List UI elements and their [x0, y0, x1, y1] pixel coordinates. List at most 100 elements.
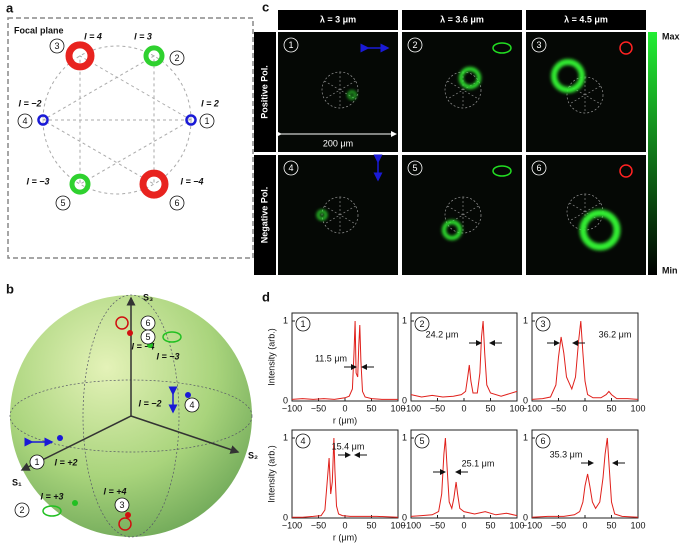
x-tick-label: 0	[342, 520, 347, 530]
x-tick-label: −100	[522, 403, 542, 413]
charge-label: l = +2	[54, 457, 77, 467]
beam-ring	[185, 114, 197, 126]
x-tick-label: −100	[522, 520, 542, 530]
index-circle	[169, 50, 185, 66]
y-tick-label: 0	[523, 512, 528, 522]
x-tick-label: −100	[282, 403, 302, 413]
state-point	[72, 500, 78, 506]
x-tick-label: −100	[282, 520, 302, 530]
index-label: 1	[34, 457, 39, 467]
pol-icon	[619, 164, 633, 178]
index-circle	[283, 37, 299, 53]
beam-intensity	[459, 67, 481, 89]
guide-line	[569, 202, 601, 222]
beam-ring	[69, 173, 91, 195]
y-axis-label: Intensity (arb.)	[266, 328, 276, 386]
beam-ring	[65, 41, 95, 71]
x-tick-label: 100	[509, 520, 524, 530]
index-label: 2	[19, 505, 24, 515]
x-tick-label: 50	[485, 403, 495, 413]
index-label: 4	[22, 116, 27, 126]
index-circle	[140, 329, 156, 345]
pol-icon	[492, 165, 512, 177]
guide-line	[324, 205, 356, 225]
charge-label: l = −3	[156, 351, 179, 361]
index-label: 1	[204, 116, 209, 126]
charge-label: l = −2	[18, 98, 41, 108]
meridian	[82, 294, 180, 538]
x-tick-label: 50	[606, 403, 616, 413]
x-tick-label: 50	[606, 520, 616, 530]
index-circle	[531, 160, 547, 176]
intensity-curve	[410, 437, 518, 517]
charge-label: l = 4	[84, 31, 102, 41]
y-axis-label: Intensity (arb.)	[266, 445, 276, 503]
x-tick-label: 100	[390, 403, 405, 413]
charge-label: l = 2	[201, 98, 219, 108]
y-tick-label: 0	[402, 512, 407, 522]
width-annotation: 15.4 μm	[332, 441, 365, 451]
width-annotation: 25.1 μm	[462, 458, 495, 468]
x-tick-label: 50	[366, 520, 376, 530]
intensity-curve	[531, 320, 639, 400]
x-axis-label: r (μm)	[333, 532, 357, 542]
index-label: 4	[189, 400, 194, 410]
charge-label: l = −4	[180, 176, 203, 186]
x-tick-label: −50	[551, 403, 566, 413]
pol-icon	[115, 316, 129, 330]
index-label: 3	[536, 40, 541, 50]
index-circle	[531, 37, 547, 53]
panel-label: b	[6, 281, 14, 296]
state-point	[125, 512, 131, 518]
row-label: Negative Pol.	[259, 187, 269, 244]
index-circle	[199, 113, 215, 129]
row-header	[254, 32, 276, 152]
index-label: 6	[174, 198, 179, 208]
guide-line	[447, 205, 479, 225]
x-tick-label: 0	[582, 520, 587, 530]
x-tick-label: −50	[430, 403, 445, 413]
charge-label: l = −2	[138, 398, 161, 408]
charge-label: l = +4	[103, 486, 126, 496]
width-annotation: 24.2 μm	[426, 329, 459, 339]
beam-intensity	[551, 59, 585, 93]
beam-intensity	[316, 209, 328, 221]
charge-label: l = −4	[131, 341, 154, 351]
guide-line	[447, 80, 479, 100]
guide-line	[447, 80, 479, 100]
guide-line	[569, 85, 601, 105]
image	[402, 155, 522, 275]
focal-box	[7, 17, 254, 259]
x-axis-label: r (μm)	[333, 415, 357, 425]
pol-icon	[42, 505, 62, 517]
index-label: 2	[412, 40, 417, 50]
beam-intensity	[579, 209, 621, 251]
index-label: 6	[540, 436, 545, 446]
index-circle	[407, 160, 423, 176]
index-circle	[29, 454, 45, 470]
panel-title: Focal plane	[14, 25, 64, 35]
index-label: 6	[536, 163, 541, 173]
charge-label: l = −3	[26, 176, 49, 186]
state-point	[127, 330, 133, 336]
x-tick-label: 0	[461, 520, 466, 530]
y-tick-label: 1	[402, 315, 407, 325]
index-circle	[49, 38, 65, 54]
intensity-curve	[410, 320, 518, 398]
x-tick-label: 50	[366, 403, 376, 413]
charge-label: l = +3	[40, 491, 63, 501]
state-point	[185, 392, 191, 398]
guide-line	[324, 80, 356, 100]
index-circle	[184, 397, 200, 413]
y-tick-label: 0	[402, 395, 407, 405]
y-tick-label: 1	[523, 432, 528, 442]
x-tick-label: 50	[485, 520, 495, 530]
width-annotation: 11.5 μm	[315, 353, 347, 363]
x-tick-label: 100	[630, 520, 645, 530]
pol-icon	[492, 42, 512, 54]
panel-label: c	[262, 0, 269, 14]
intensity-curve	[291, 320, 398, 400]
index-circle	[414, 433, 430, 449]
x-tick-label: 100	[509, 403, 524, 413]
index-circle	[295, 316, 311, 332]
